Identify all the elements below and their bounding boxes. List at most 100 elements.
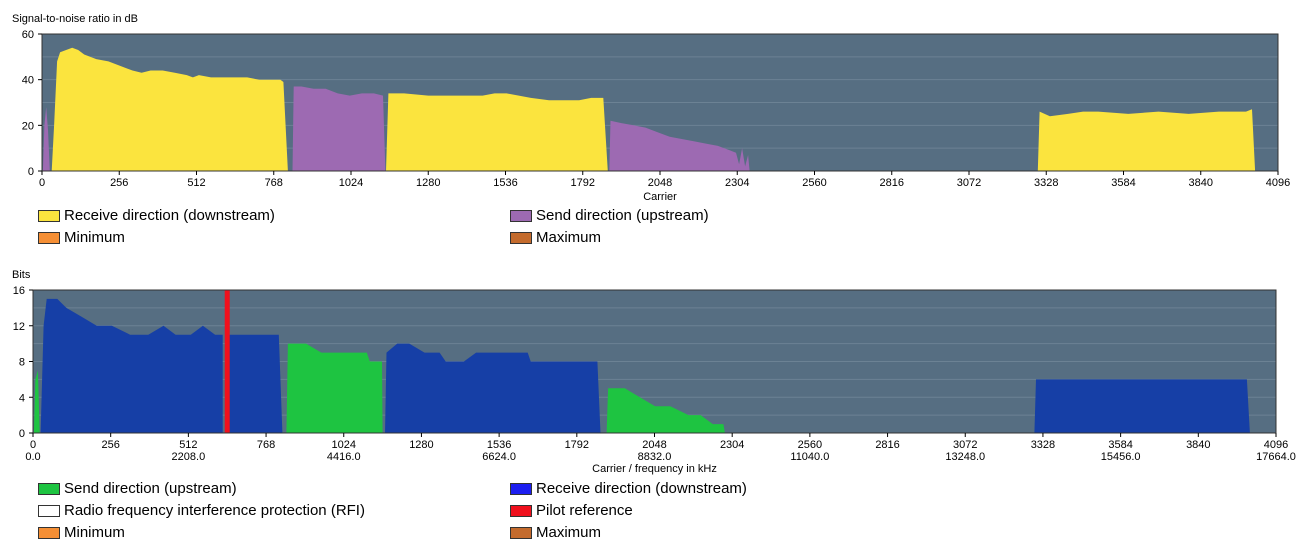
chart1-x-tick-label: 0 (39, 177, 45, 189)
bits-legend-item: Radio frequency interference protection … (38, 502, 365, 519)
chart2-x-tick-label: 2560 (798, 439, 822, 451)
legend-label: Send direction (upstream) (64, 480, 237, 497)
legend-label: Radio frequency interference protection … (64, 502, 365, 519)
chart1-series-area-5 (609, 120, 750, 171)
bits-legend-item: Receive direction (downstream) (510, 480, 747, 497)
bits-legend-item: Minimum (38, 524, 125, 541)
legend-label: Receive direction (downstream) (536, 480, 747, 497)
chart1-x-tick-label: 4096 (1266, 177, 1290, 189)
snr-legend-item: Receive direction (downstream) (38, 207, 275, 224)
chart1-x-tick-label: 3840 (1189, 177, 1213, 189)
chart1-series-area-1 (386, 93, 608, 171)
legend-swatch (510, 482, 532, 495)
chart2-x-tick-label: 512 (179, 439, 197, 451)
chart2-x-tick-label: 256 (102, 439, 120, 451)
chart2-x-tick-label: 4096 (1264, 439, 1288, 451)
chart2-pilot-reference-line (224, 290, 230, 433)
chart2-x-freq-label: 17664.0 (1256, 451, 1296, 463)
chart1-series-area-3 (42, 107, 50, 171)
chart2-x-tick-label: 3840 (1186, 439, 1210, 451)
chart1-x-axis-title: Carrier (643, 191, 677, 203)
chart2-series-area-1 (286, 343, 383, 433)
chart2-x-freq-label: 11040.0 (790, 451, 829, 463)
bits-legend-item: Maximum (510, 524, 601, 541)
legend-label: Minimum (64, 524, 125, 541)
chart2-x-tick-label: 2304 (720, 439, 744, 451)
chart1-y-tick-label: 40 (22, 75, 34, 87)
bits-legend-item: Send direction (upstream) (38, 480, 237, 497)
chart2-x-freq-label: 0.0 (25, 451, 40, 463)
chart2-y-tick-label: 16 (13, 285, 25, 297)
chart1-x-tick-label: 256 (110, 177, 128, 189)
chart2-series-area-5 (385, 343, 601, 433)
chart1-y-tick-label: 20 (22, 120, 34, 132)
chart2-x-axis-title: Carrier / frequency in kHz (592, 463, 717, 475)
bits-legend-item: Pilot reference (510, 502, 633, 519)
chart1-x-tick-label: 1024 (339, 177, 363, 189)
chart1-x-tick-label: 2816 (880, 177, 904, 189)
chart2-series-area-3 (40, 298, 223, 433)
chart2-x-tick-label: 1792 (565, 439, 589, 451)
chart2-y-tick-label: 8 (19, 357, 25, 369)
chart1-x-tick-label: 1280 (416, 177, 440, 189)
chart2-x-tick-label: 3328 (1031, 439, 1055, 451)
chart2-x-freq-label: 8832.0 (638, 451, 672, 463)
chart2-x-freq-label: 2208.0 (172, 451, 206, 463)
legend-label: Receive direction (downstream) (64, 207, 275, 224)
chart1-x-tick-label: 768 (265, 177, 283, 189)
chart2-series-area-6 (1034, 379, 1250, 433)
chart1-series-area-0 (51, 47, 288, 172)
chart2-y-tick-label: 0 (19, 428, 25, 440)
chart1-y-tick-label: 0 (28, 166, 34, 178)
snr-legend-item: Send direction (upstream) (510, 207, 709, 224)
chart2-y-tick-label: 12 (13, 321, 25, 333)
chart1-x-tick-label: 1792 (571, 177, 595, 189)
chart2-y-axis-title: Bits (12, 269, 31, 281)
chart1-x-tick-label: 1536 (493, 177, 517, 189)
chart1-series-area-4 (292, 86, 386, 171)
chart2-series-area-0 (33, 370, 40, 433)
chart1-y-tick-label: 60 (22, 29, 34, 41)
chart1-x-tick-label: 2304 (725, 177, 749, 189)
snr-legend-item: Maximum (510, 229, 601, 246)
chart2-series-area-4 (228, 334, 283, 433)
legend-swatch (38, 526, 60, 539)
chart2-series-area-2 (606, 388, 725, 433)
chart1-series-area-2 (1037, 109, 1256, 171)
chart1-x-tick-label: 3328 (1034, 177, 1058, 189)
legend-swatch (38, 504, 60, 517)
chart2-x-tick-label: 1280 (409, 439, 433, 451)
chart2-x-freq-label: 6624.0 (482, 451, 516, 463)
legend-swatch (510, 526, 532, 539)
chart2-x-tick-label: 0 (30, 439, 36, 451)
snr-legend-item: Minimum (38, 229, 125, 246)
legend-swatch (510, 209, 532, 222)
chart2-x-freq-label: 15456.0 (1101, 451, 1141, 463)
chart2-x-tick-label: 2048 (642, 439, 666, 451)
legend-swatch (38, 482, 60, 495)
chart1-y-axis-title: Signal-to-noise ratio in dB (12, 13, 138, 25)
chart1-x-tick-label: 3584 (1111, 177, 1135, 189)
chart2-x-freq-label: 4416.0 (327, 451, 361, 463)
legend-swatch (38, 209, 60, 222)
chart1-x-tick-label: 2560 (802, 177, 826, 189)
chart1-x-tick-label: 512 (187, 177, 205, 189)
chart2-x-tick-label: 768 (257, 439, 275, 451)
chart2-x-tick-label: 1024 (332, 439, 356, 451)
chart2-x-tick-label: 3584 (1108, 439, 1132, 451)
chart2-x-tick-label: 3072 (953, 439, 977, 451)
chart2-x-tick-label: 1536 (487, 439, 511, 451)
legend-swatch (38, 231, 60, 244)
legend-label: Maximum (536, 524, 602, 541)
chart2-y-tick-label: 4 (19, 392, 25, 404)
legend-swatch (510, 231, 532, 244)
chart2-x-tick-label: 2816 (875, 439, 899, 451)
legend-label: Send direction (upstream) (536, 207, 709, 224)
legend-label: Maximum (536, 229, 602, 246)
chart2-x-freq-label: 13248.0 (945, 451, 985, 463)
chart1-x-tick-label: 2048 (648, 177, 672, 189)
legend-label: Minimum (64, 229, 125, 246)
legend-label: Pilot reference (536, 502, 633, 519)
chart1-x-tick-label: 3072 (957, 177, 981, 189)
